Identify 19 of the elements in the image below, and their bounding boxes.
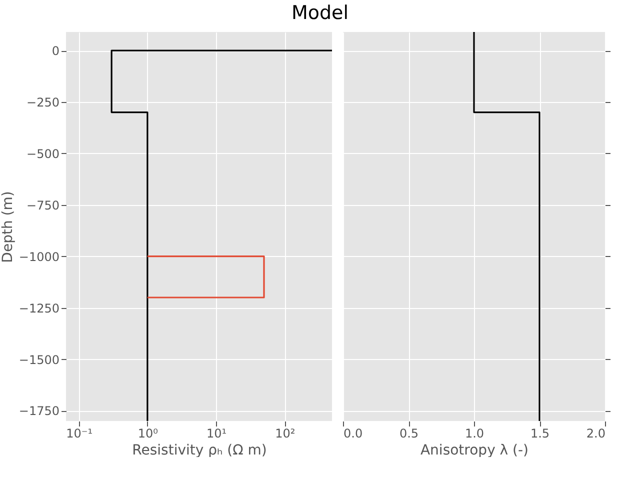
y-tick-label: −1750 — [18, 404, 60, 418]
y-tick-label: −1500 — [18, 352, 60, 367]
y-tick-label: 0 — [52, 44, 60, 58]
x-tick-label: 10¹ — [206, 426, 227, 440]
y-tick-label: −500 — [26, 146, 60, 161]
y-tick-label: −1000 — [18, 250, 60, 264]
x-tick-label: 0.5 — [399, 426, 419, 440]
y-tick-label: −750 — [26, 198, 60, 212]
chart-title: Model — [290, 2, 350, 24]
x-tick-label: 1.5 — [530, 426, 550, 440]
y-tick-label: −1250 — [18, 301, 60, 316]
x-tick-label: 10⁰ — [138, 426, 158, 440]
y-axis-title: Depth (m) — [0, 191, 16, 263]
y-tick-label: −250 — [26, 95, 60, 110]
x-tick-label: 10² — [275, 426, 296, 440]
x-tick-label: 10⁻¹ — [66, 426, 93, 440]
x-tick-label: 0.0 — [344, 426, 363, 440]
x-tick-label: 1.0 — [464, 426, 484, 440]
x-tick-label: 2.0 — [586, 426, 606, 440]
